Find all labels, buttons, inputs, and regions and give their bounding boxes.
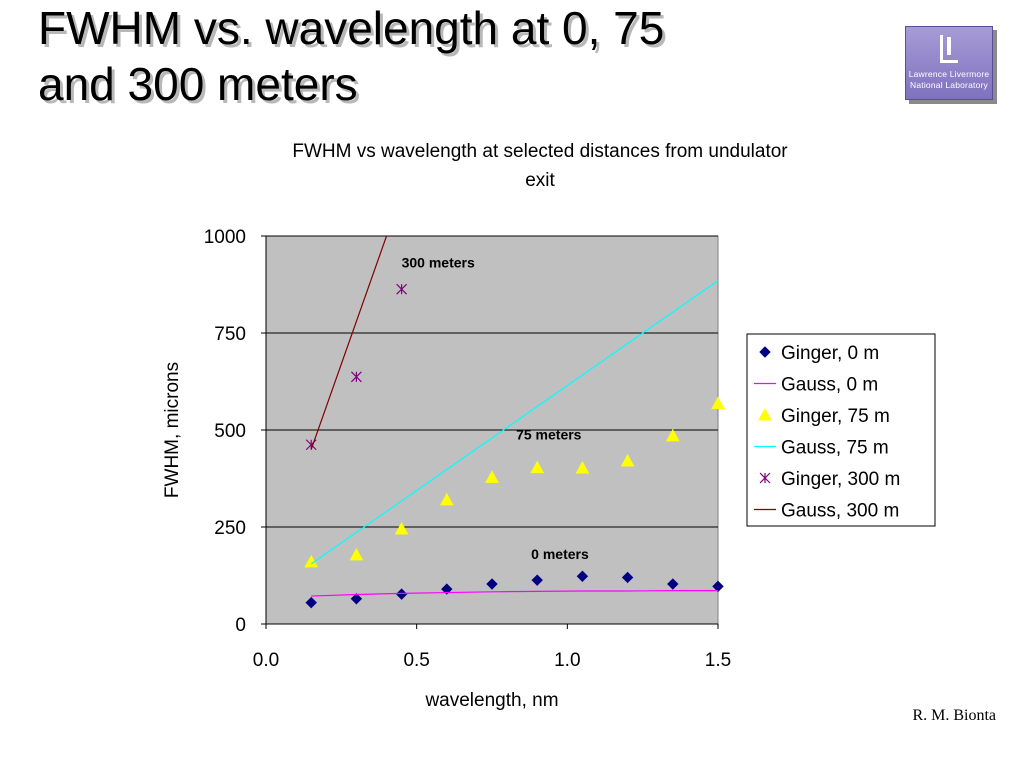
legend-entry-ginger-75-m: Ginger, 75 m — [758, 406, 890, 427]
chart-title-line-2: exit — [525, 170, 555, 191]
x-tick-label: 0.5 — [403, 650, 429, 671]
legend-swatch-marker — [759, 346, 771, 358]
legend-label: Ginger, 300 m — [781, 469, 900, 490]
legend-entry-ginger-0-m: Ginger, 0 m — [759, 343, 879, 364]
series-ginger-0-m — [305, 570, 724, 609]
data-point-ginger-0-m — [350, 593, 363, 605]
series-line-gauss-0-m — [311, 590, 718, 597]
legend-entry-gauss-0-m: Gauss, 0 m — [754, 375, 878, 396]
chart-title-line-1: FWHM vs wavelength at selected distances… — [292, 141, 788, 162]
data-point-ginger-75-m — [439, 492, 454, 506]
legend-box — [746, 333, 936, 527]
legend-label: Gauss, 75 m — [781, 438, 889, 459]
series-line-gauss-75-m — [310, 280, 718, 565]
data-point-ginger-0-m — [667, 578, 679, 590]
logo-line-2: National Laboratory — [910, 80, 988, 90]
annotation-layer: 300 meters 75 meters 0 meters — [402, 254, 589, 562]
legend-entry-ginger-300-m: Ginger, 300 m — [759, 469, 900, 490]
data-point-ginger-0-m — [395, 588, 408, 600]
x-tick-label: 0.0 — [253, 650, 279, 671]
data-point-ginger-75-m — [575, 460, 590, 474]
llnl-logo-icon — [940, 35, 958, 63]
data-point-ginger-75-m — [530, 460, 545, 474]
llnl-logo: Lawrence Livermore National Laboratory — [905, 26, 993, 100]
plot-layer — [265, 235, 719, 625]
legend-entry-gauss-75-m: Gauss, 75 m — [754, 438, 889, 459]
data-point-ginger-0-m — [621, 571, 634, 584]
series-gauss-75-m — [310, 280, 718, 565]
series-ginger-75-m — [304, 396, 725, 568]
annotation-label: 300 meters — [402, 254, 475, 270]
series-layer — [304, 236, 725, 609]
legend-label: Gauss, 300 m — [781, 501, 899, 522]
data-point-ginger-0-m — [576, 570, 589, 582]
legend-swatch-marker — [758, 407, 772, 421]
chart-title: FWHM vs wavelength at selected distances… — [230, 137, 850, 195]
y-tick-label: 0 — [235, 615, 246, 636]
legend-label: Ginger, 75 m — [781, 406, 890, 427]
logo-line-1: Lawrence Livermore — [908, 69, 990, 79]
series-gauss-0-m — [311, 590, 718, 597]
y-tick-label: 1000 — [204, 227, 246, 248]
data-point-ginger-75-m — [349, 547, 364, 561]
author-credit: R. M. Bionta — [912, 707, 996, 724]
y-tick-label: 750 — [214, 324, 246, 345]
legend-layer: Ginger, 0 m Gauss, 0 m Ginger, 75 m Gauss, … — [746, 333, 936, 527]
slide-title-line-1: FWHM vs. wavelength at 0, 75 — [38, 2, 665, 54]
data-point-ginger-0-m — [486, 578, 498, 590]
data-point-ginger-0-m — [531, 574, 543, 586]
series-line-gauss-300-m — [310, 236, 388, 450]
data-point-ginger-75-m — [485, 470, 499, 483]
llnl-logo-text: Lawrence Livermore National Laboratory — [906, 69, 992, 91]
data-point-ginger-0-m — [441, 583, 453, 595]
y-tick-label: 500 — [214, 421, 246, 442]
annotation-label: 75 meters — [516, 427, 582, 443]
legend-label: Gauss, 0 m — [781, 375, 878, 396]
legend-entry-gauss-300-m: Gauss, 300 m — [754, 501, 899, 522]
data-point-ginger-300-m — [350, 371, 362, 383]
series-gauss-300-m — [310, 236, 388, 450]
legend-label: Ginger, 0 m — [781, 343, 879, 364]
data-point-ginger-0-m — [712, 580, 724, 593]
axis-layer: 0 250 500 750 1000 0.0 0.5 1.0 1.5 wavelength, nm… — [162, 227, 731, 711]
data-point-ginger-0-m — [305, 596, 317, 609]
data-point-ginger-75-m — [711, 396, 725, 410]
annotation-label: 0 meters — [531, 546, 589, 562]
y-axis-title: FWHM, microns — [162, 362, 183, 498]
data-point-ginger-300-m — [396, 283, 408, 295]
x-tick-label: 1.0 — [554, 650, 580, 671]
slide-title: FWHM vs. wavelength at 0, 75 and 300 met… — [38, 0, 664, 112]
legend-swatch-marker — [759, 472, 771, 484]
data-point-ginger-75-m — [620, 453, 635, 467]
data-point-ginger-75-m — [394, 521, 409, 535]
y-tick-label: 250 — [214, 518, 246, 539]
x-tick-label: 1.5 — [705, 650, 731, 671]
data-point-ginger-75-m — [665, 428, 680, 442]
slide-title-line-2: and 300 meters — [38, 58, 358, 110]
x-axis-title: wavelength, nm — [424, 690, 558, 711]
